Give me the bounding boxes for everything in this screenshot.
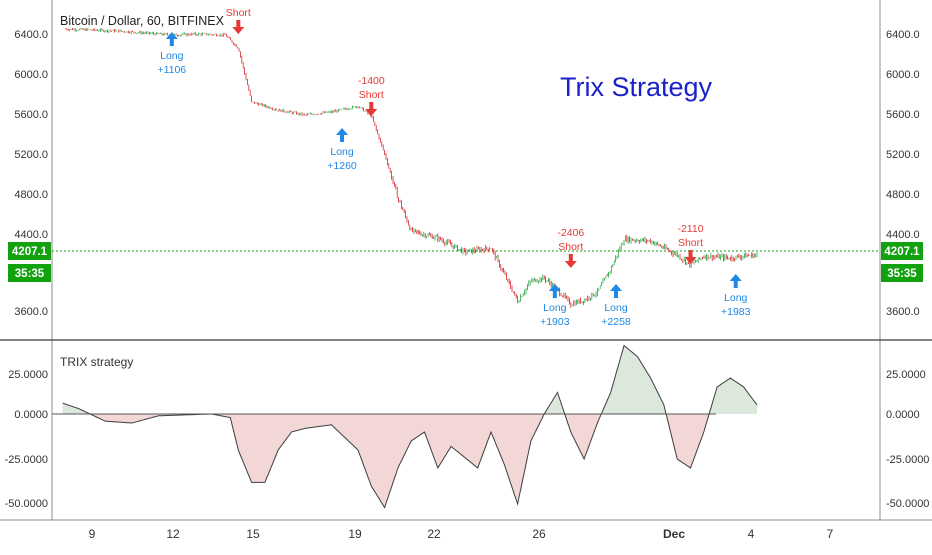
time-tick-label: Dec	[663, 527, 685, 541]
time-tick-label: 19	[348, 527, 362, 541]
trade-label: +2258	[601, 316, 631, 328]
current-price-label: 4207.1	[884, 246, 920, 258]
price-tick-label: 6400.0	[14, 29, 48, 41]
price-tick-label: 5600.0	[886, 109, 920, 121]
price-tick-label: 4400.0	[886, 229, 920, 241]
time-tick-label: 22	[427, 527, 441, 541]
indicator-tick-label: 25.0000	[8, 369, 48, 381]
trade-label: Short	[558, 241, 583, 253]
time-tick-label: 9	[89, 527, 96, 541]
price-tick-label: 3600.0	[886, 306, 920, 318]
price-tick-label: 5200.0	[14, 149, 48, 161]
trade-label: +1260	[327, 160, 357, 172]
indicator-tick-label: -25.0000	[886, 454, 929, 466]
trade-label: Long	[160, 50, 184, 62]
price-tick-label: 4400.0	[14, 229, 48, 241]
trade-label: +1106	[157, 64, 186, 76]
trade-label: +1903	[540, 316, 570, 328]
time-tick-label: 26	[532, 527, 546, 541]
time-tick-label: 7	[827, 527, 834, 541]
time-tick-label: 12	[166, 527, 180, 541]
trade-label: -1400	[358, 75, 385, 87]
current-price-label: 4207.1	[12, 246, 48, 258]
trade-label: Long	[604, 302, 628, 314]
price-tick-label: 6000.0	[14, 69, 48, 81]
trade-label: Short	[226, 7, 251, 19]
trade-label: Long	[724, 292, 748, 304]
indicator-title: TRIX strategy	[60, 355, 133, 369]
indicator-tick-label: -50.0000	[886, 498, 929, 510]
indicator-tick-label: 0.0000	[14, 409, 48, 421]
strategy-title: Trix Strategy	[560, 72, 713, 102]
price-tick-label: 4800.0	[14, 189, 48, 201]
time-tick-label: 15	[246, 527, 260, 541]
price-tick-label: 5600.0	[14, 109, 48, 121]
trade-label: Short	[678, 237, 703, 249]
time-tick-label: 4	[748, 527, 755, 541]
trade-label: +1983	[721, 306, 751, 318]
trade-label: Short	[359, 89, 384, 101]
indicator-tick-label: -50.0000	[5, 498, 48, 510]
price-tick-label: 3600.0	[14, 306, 48, 318]
indicator-tick-label: 25.0000	[886, 369, 926, 381]
price-tick-label: 6400.0	[886, 29, 920, 41]
countdown-label: 35:35	[15, 268, 45, 280]
trade-label: -2110	[677, 223, 703, 235]
price-tick-label: 6000.0	[886, 69, 920, 81]
price-tick-label: 5200.0	[886, 149, 920, 161]
trade-label: Long	[330, 146, 354, 158]
indicator-tick-label: 0.0000	[886, 409, 920, 421]
trade-label: Long	[543, 302, 567, 314]
countdown-label: 35:35	[887, 268, 917, 280]
indicator-tick-label: -25.0000	[5, 454, 48, 466]
price-tick-label: 4800.0	[886, 189, 920, 201]
symbol-title: Bitcoin / Dollar, 60, BITFINEX	[60, 14, 225, 28]
trade-label: -2406	[557, 227, 584, 239]
